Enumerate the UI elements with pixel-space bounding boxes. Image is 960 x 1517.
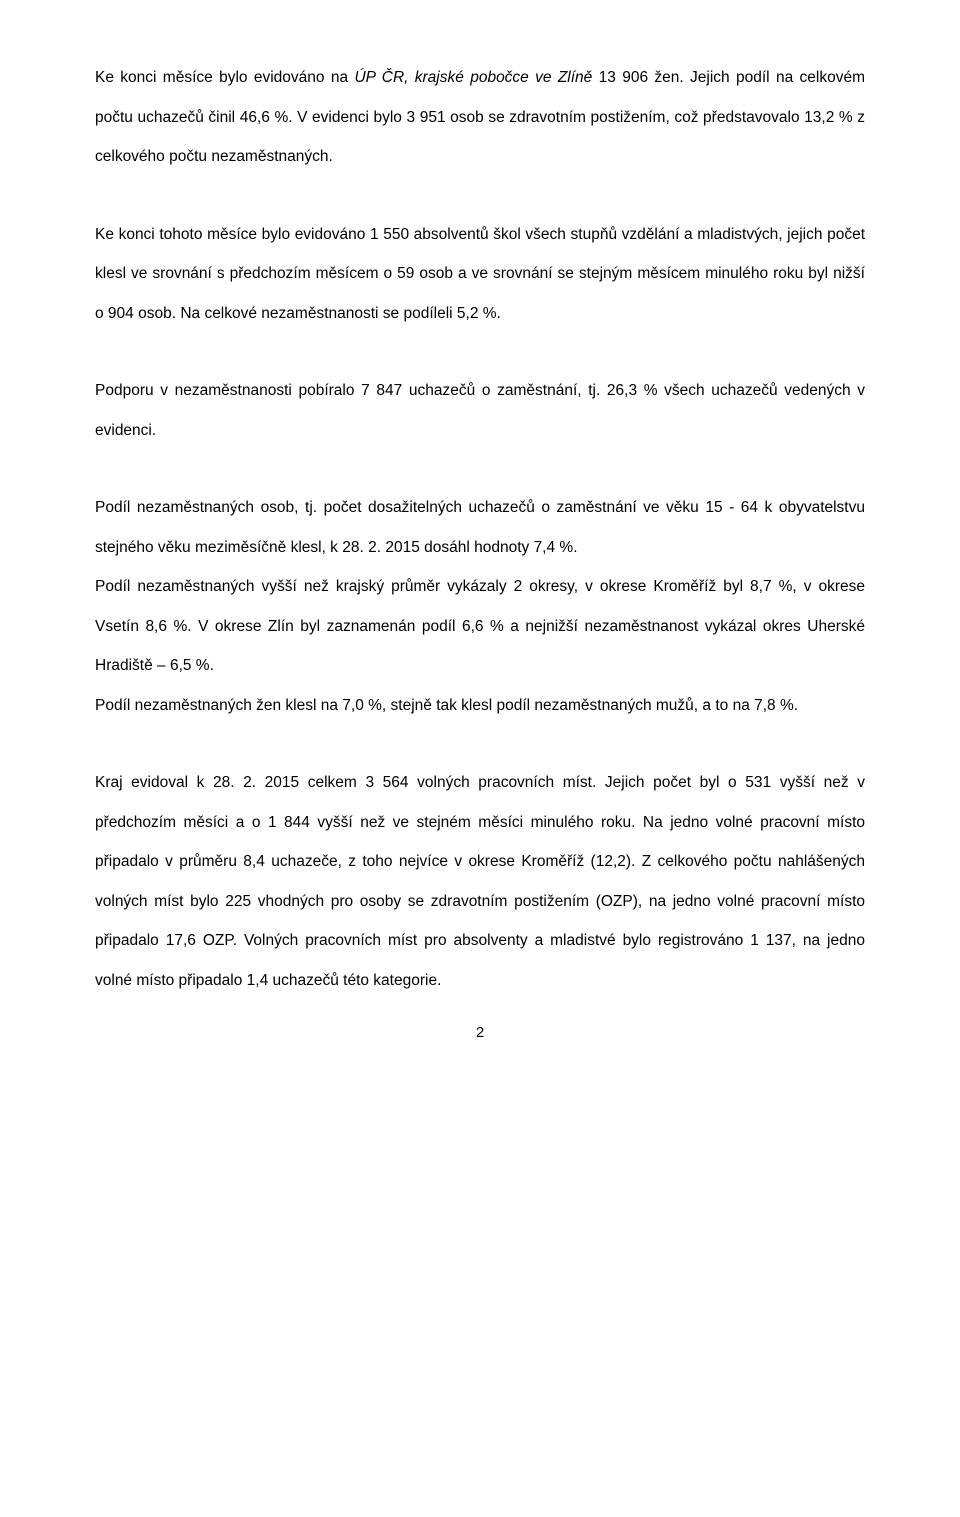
paragraph-7: Kraj evidoval k 28. 2. 2015 celkem 3 564… [95,763,865,1000]
paragraph-5: Podíl nezaměstnaných vyšší než krajský p… [95,567,865,686]
paragraph-6: Podíl nezaměstnaných žen klesl na 7,0 %,… [95,686,865,726]
text-run-italic: ÚP ČR, krajské pobočce ve Zlíně [354,69,592,86]
paragraph-3: Podporu v nezaměstnanosti pobíralo 7 847… [95,371,865,450]
text-run: Ke konci měsíce bylo evidováno na [95,69,354,86]
paragraph-2: Ke konci tohoto měsíce bylo evidováno 1 … [95,215,865,334]
paragraph-4: Podíl nezaměstnaných osob, tj. počet dos… [95,488,865,567]
paragraph-1: Ke konci měsíce bylo evidováno na ÚP ČR,… [95,58,865,177]
page-number: 2 [95,1024,865,1041]
